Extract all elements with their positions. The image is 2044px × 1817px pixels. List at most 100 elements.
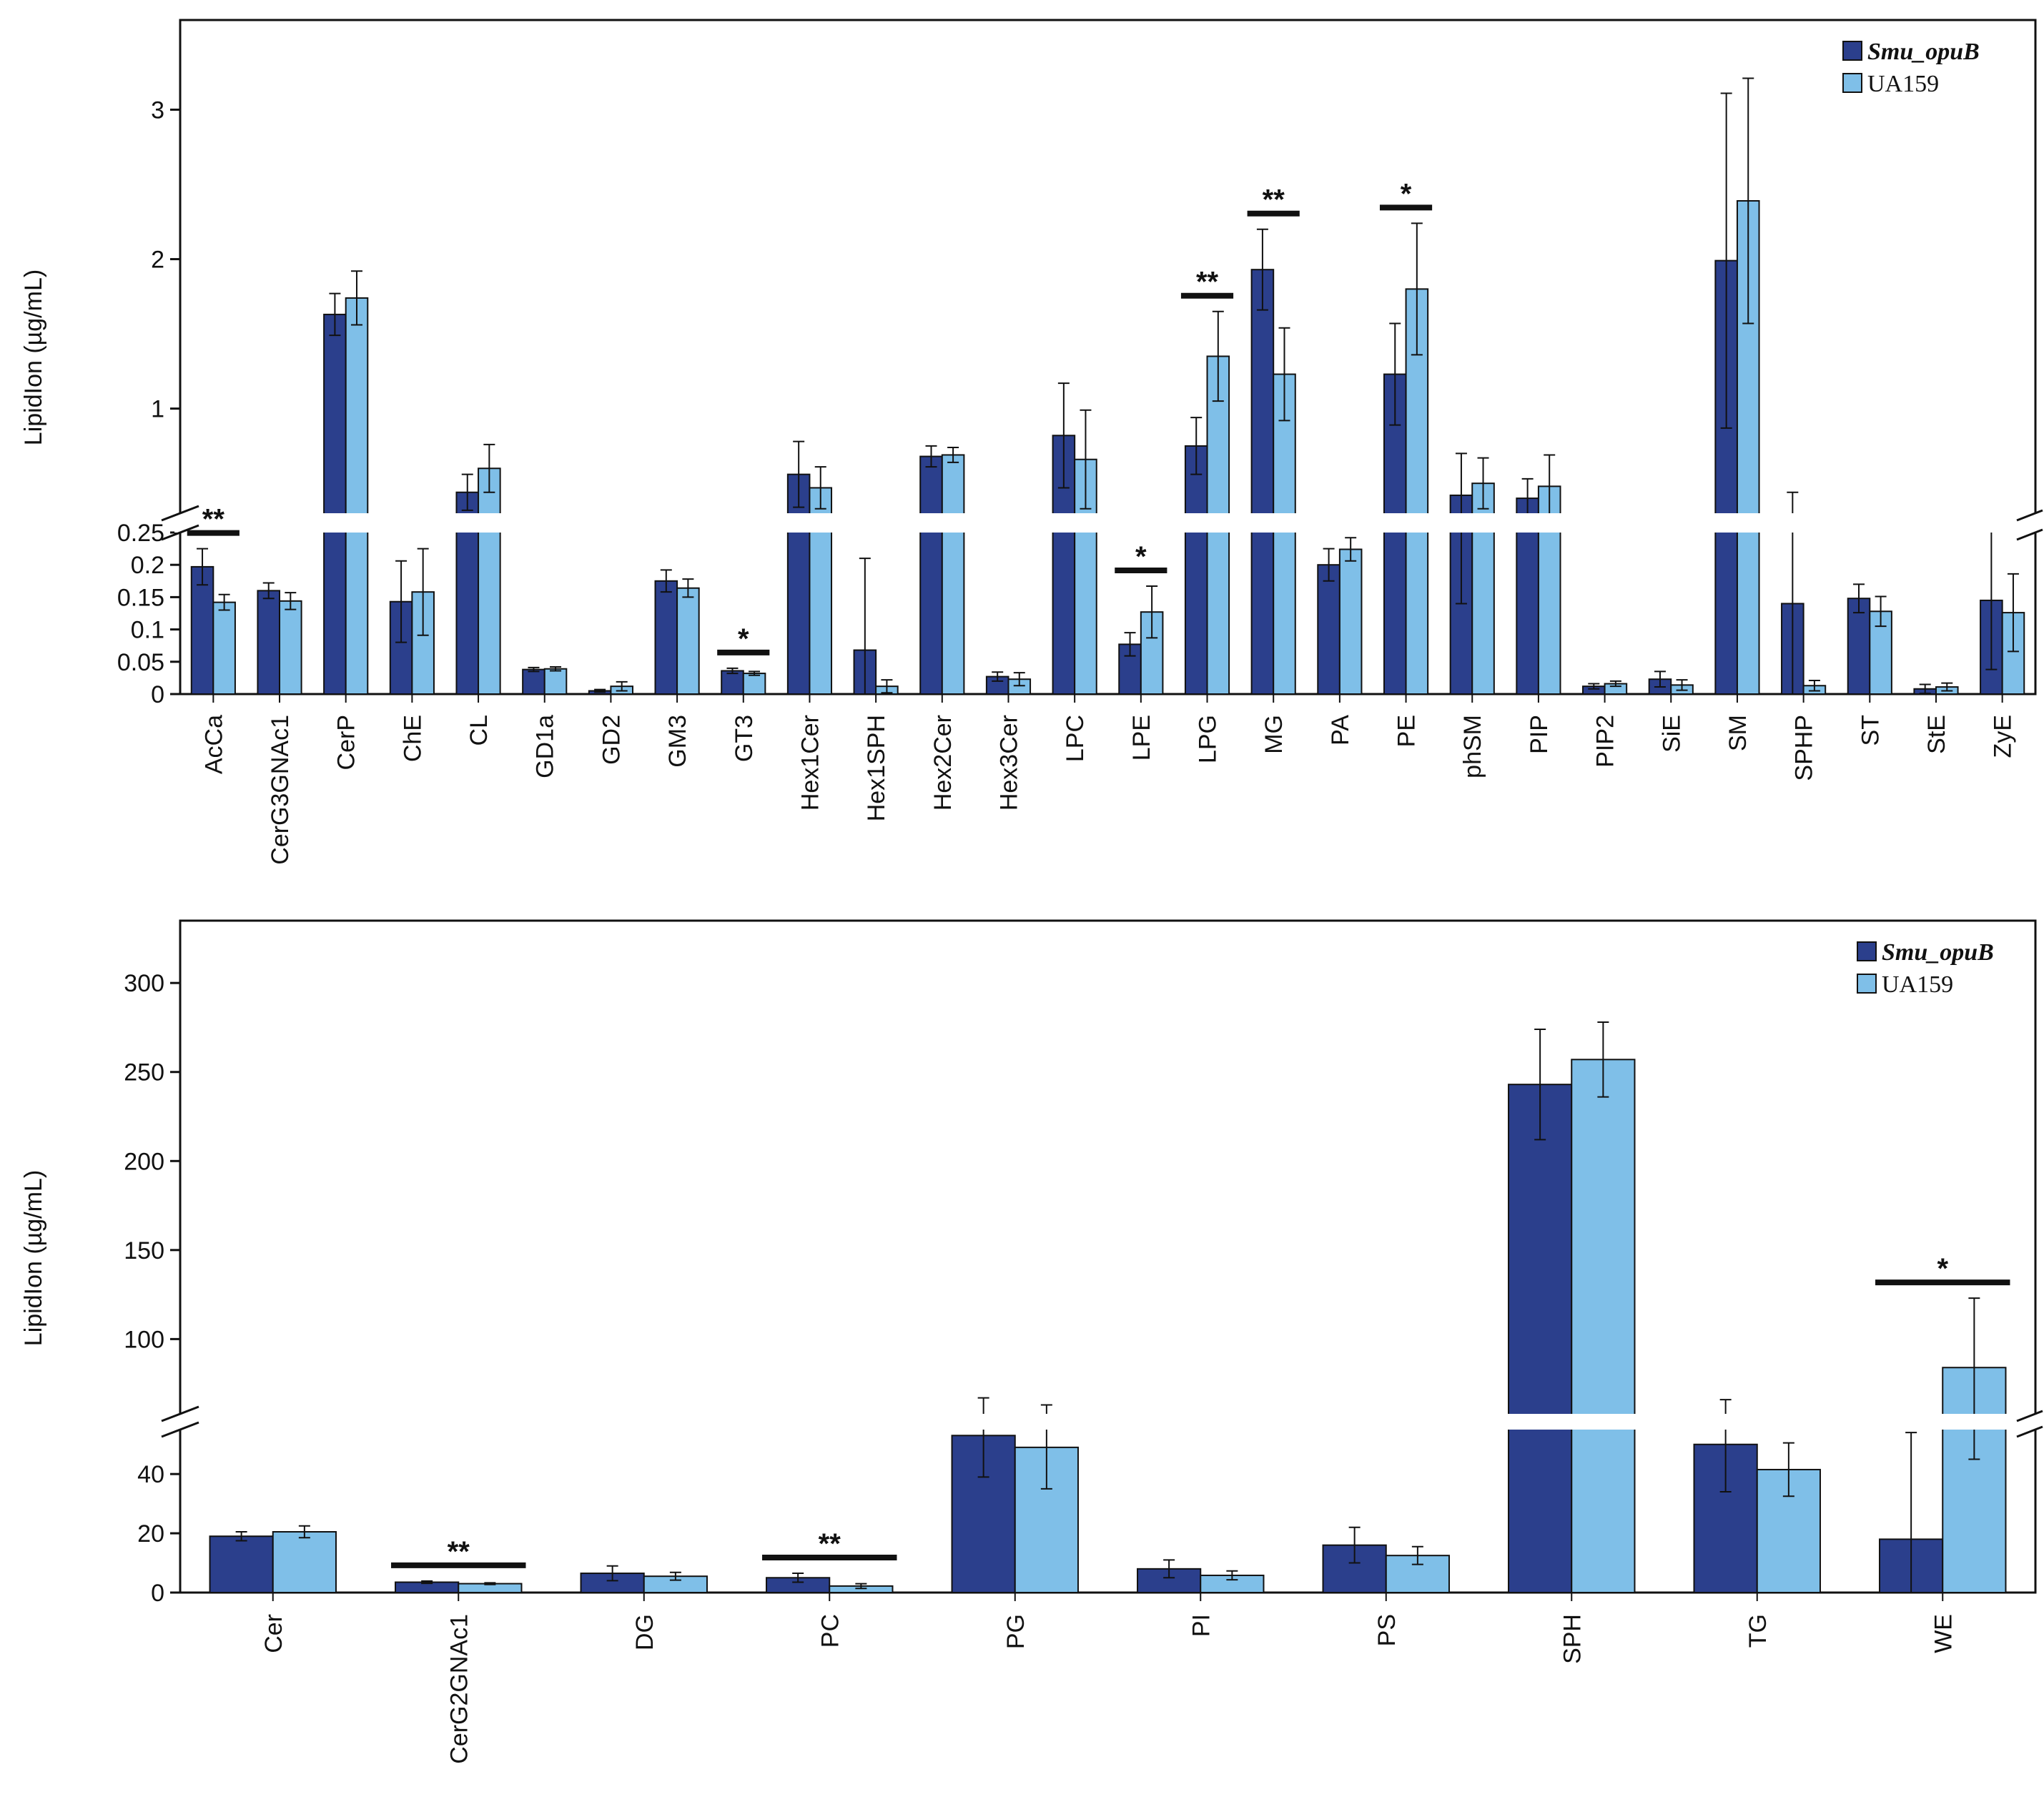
significance-label: ** — [1196, 267, 1219, 298]
break-slash — [2016, 528, 2043, 541]
bar — [543, 668, 568, 695]
y-tick-label: 1 — [151, 396, 164, 423]
bar — [1317, 564, 1341, 695]
plot-frame — [179, 919, 2037, 1594]
x-tick-label: CL — [465, 715, 493, 746]
x-tick-label: SM — [1724, 715, 1752, 751]
y-axis-label: LipidIon (µg/mL) — [20, 269, 47, 445]
x-axis-labels: Cer CerG2GNAc1 DG PC PG PI PS SPH TG WE — [260, 1593, 1957, 1764]
bar — [1571, 1059, 1636, 1593]
x-tick-label: CerG2GNAc1 — [445, 1614, 473, 1764]
bar — [478, 467, 501, 695]
y-tick-label: 0 — [151, 1580, 164, 1607]
significance-markers: ** *** — [391, 1253, 2010, 1568]
x-tick-label: WE — [1930, 1614, 1957, 1653]
x-tick-label: SPHP — [1791, 715, 1818, 781]
significance-label: * — [1937, 1253, 1948, 1284]
chart-panel-top: LipidIon (µg/mL) 00.050.10.150.20.25123 … — [20, 19, 2043, 865]
legend: Smu_opuB UA159 — [1842, 39, 1980, 97]
break-gap-axis — [174, 1414, 186, 1430]
axis-break — [161, 1405, 2043, 1438]
significance-markers: ******** * — [187, 178, 1433, 655]
y-tick-label: 2 — [151, 247, 164, 274]
legend-swatch-ua — [1842, 73, 1862, 93]
significance-label: * — [1135, 541, 1147, 573]
legend-label-smu: Smu_opuB — [1882, 939, 1994, 966]
bars — [209, 1021, 2007, 1594]
legend-swatch-ua — [1857, 974, 1877, 994]
significance-label: ** — [1263, 184, 1285, 216]
bar — [279, 600, 302, 695]
bar — [209, 1535, 274, 1593]
break-slash — [161, 524, 199, 541]
y-tick-label: 150 — [124, 1237, 164, 1264]
bar — [919, 455, 943, 695]
legend-label-ua: UA159 — [1882, 971, 1953, 998]
bar — [1338, 548, 1363, 695]
break-slash — [161, 1421, 199, 1438]
x-tick-label: PC — [816, 1614, 844, 1648]
y-tick-label: 0.1 — [131, 617, 164, 644]
y-axis-ticks: 0 0.05 0.1 0.15 0.2 0.25 1 2 3 — [117, 96, 180, 708]
x-tick-label: Hex3Cer — [995, 715, 1022, 811]
y-tick-label: 3 — [151, 96, 164, 124]
break-gap-axis — [2030, 1414, 2041, 1430]
x-tick-label: MG — [1260, 715, 1288, 754]
x-tick-label: phSM — [1459, 715, 1486, 778]
bar — [1508, 1084, 1573, 1593]
x-tick-label: AcCa — [200, 715, 227, 774]
y-tick-label: 0.05 — [117, 649, 164, 676]
x-tick-label: ZyE — [1990, 715, 2017, 758]
x-tick-label: StE — [1923, 715, 1950, 754]
y-tick-label: 0.2 — [131, 552, 164, 579]
x-tick-label: LPG — [1195, 715, 1222, 763]
x-tick-label: GD1a — [532, 715, 559, 778]
x-tick-label: GT3 — [731, 715, 758, 762]
plot-frame — [179, 19, 2037, 695]
y-tick-label: 20 — [137, 1520, 164, 1548]
x-tick-label: Hex2Cer — [929, 715, 957, 811]
y-tick-label: 0.25 — [117, 520, 164, 547]
bar — [323, 313, 347, 695]
bar — [1273, 373, 1296, 695]
y-tick-label: 200 — [124, 1148, 164, 1175]
legend: Smu_opuB UA159 — [1857, 939, 1994, 998]
bar — [721, 670, 744, 695]
break-slash — [2016, 1425, 2043, 1438]
break-gap-axis — [174, 513, 186, 533]
x-tick-label: PA — [1327, 715, 1354, 746]
bar — [654, 580, 678, 695]
x-tick-label: PI — [1188, 1614, 1215, 1637]
significance-label: * — [738, 623, 749, 655]
bar — [1847, 598, 1871, 695]
bar — [742, 673, 766, 695]
bar — [190, 565, 214, 695]
legend-swatch-smu — [1857, 941, 1877, 961]
legend-label-ua: UA159 — [1867, 71, 1939, 97]
bar — [676, 587, 700, 695]
x-tick-label: DG — [631, 1614, 658, 1650]
bar — [1250, 269, 1275, 695]
x-axis-labels: AcCa CerG3GNAc1 CerP ChE CL GD1a GD2 GM3 GT3 Hex1… — [200, 694, 2017, 865]
break-slash — [161, 505, 199, 522]
break-slash — [2016, 509, 2043, 522]
y-tick-label: 100 — [124, 1326, 164, 1353]
x-tick-label: CerG3GNAc1 — [267, 715, 294, 865]
bar — [345, 297, 369, 695]
x-tick-label: PIP2 — [1592, 715, 1619, 768]
significance-label: * — [1401, 178, 1412, 209]
x-tick-label: ChE — [399, 715, 426, 762]
significance-label: ** — [448, 1536, 470, 1568]
bar — [1405, 288, 1429, 695]
x-tick-label: PS — [1373, 1614, 1401, 1646]
x-tick-label: Hex1SPH — [863, 715, 890, 821]
bars — [190, 77, 2025, 695]
y-tick-label: 300 — [124, 970, 164, 997]
significance-label: ** — [819, 1528, 841, 1560]
y-axis-ticks: 0 20 40 100 150 200 250 300 — [124, 970, 180, 1607]
x-tick-label: GM3 — [664, 715, 691, 768]
break-gap — [182, 1414, 2034, 1430]
y-tick-label: 0.15 — [117, 584, 164, 611]
legend-label-smu: Smu_opuB — [1867, 39, 1980, 65]
